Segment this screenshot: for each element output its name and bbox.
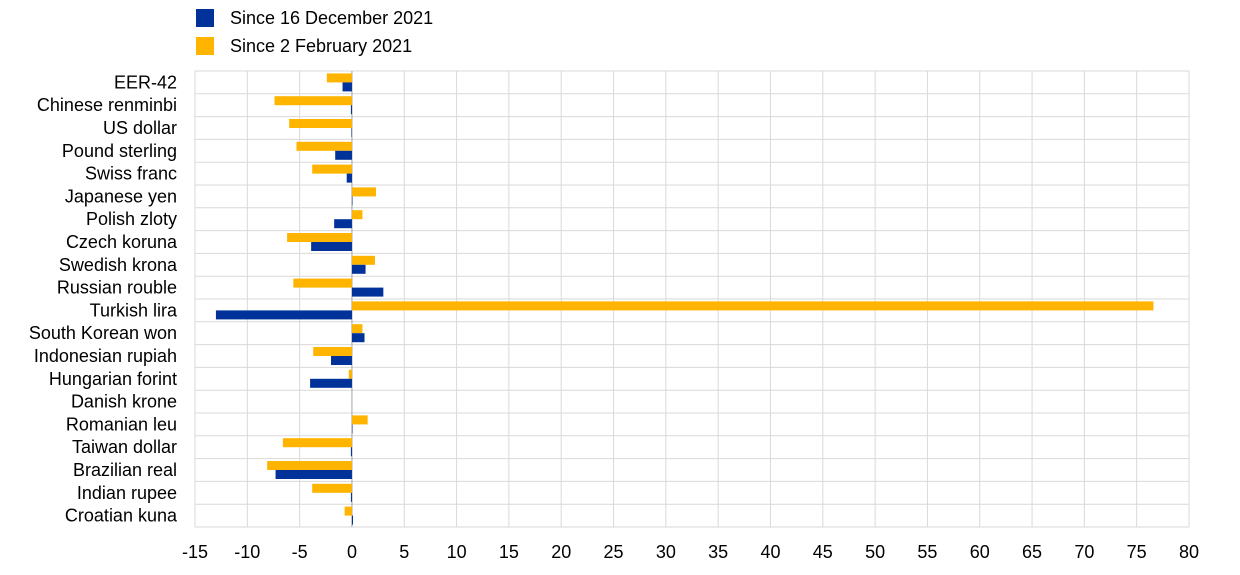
- legend-item-series-1: Since 16 December 2021: [196, 4, 433, 32]
- y-tick-label: Polish zloty: [86, 209, 177, 229]
- y-tick-label: Chinese renminbi: [37, 95, 177, 115]
- bar-since-16-december-2021: [311, 242, 352, 251]
- x-tick-label: 15: [499, 542, 519, 562]
- y-tick-label: Turkish lira: [90, 300, 178, 320]
- x-tick-label: 10: [447, 542, 467, 562]
- bar-since-16-december-2021: [351, 196, 353, 206]
- bar-since-2-february-2021: [326, 73, 352, 83]
- bar-since-16-december-2021: [351, 515, 353, 525]
- bar-since-2-february-2021: [274, 96, 352, 106]
- x-tick-label: 65: [1022, 542, 1042, 562]
- y-tick-label: Swiss franc: [85, 164, 177, 184]
- bar-since-16-december-2021: [351, 287, 384, 297]
- bar-since-16-december-2021: [350, 105, 352, 115]
- bar-since-2-february-2021: [296, 141, 352, 151]
- bar-since-2-february-2021: [344, 506, 352, 516]
- x-tick-label: 40: [760, 542, 780, 562]
- y-tick-label: US dollar: [103, 118, 177, 138]
- x-tick-label: -5: [292, 542, 308, 562]
- y-tick-label: Brazilian real: [73, 460, 177, 480]
- bar-since-2-february-2021: [293, 278, 352, 288]
- legend-label-series-2: Since 2 February 2021: [230, 35, 413, 56]
- y-tick-label: Taiwan dollar: [72, 437, 177, 457]
- bar-since-16-december-2021: [215, 310, 352, 320]
- y-tick-label: Pound sterling: [62, 141, 177, 161]
- x-tick-label: 70: [1074, 542, 1094, 562]
- x-tick-label: 0: [347, 542, 357, 562]
- legend-label-series-1: Since 16 December 2021: [230, 7, 434, 28]
- x-tick-label: 35: [708, 542, 728, 562]
- y-tick-label: South Korean won: [29, 323, 177, 343]
- y-tick-label: Japanese yen: [65, 186, 177, 206]
- bar-since-2-february-2021: [312, 483, 352, 493]
- bar-since-16-december-2021: [351, 128, 352, 137]
- y-tick-label: Swedish krona: [59, 255, 178, 275]
- bar-since-2-february-2021: [351, 210, 363, 220]
- bar-since-2-february-2021: [289, 119, 352, 128]
- bar-since-16-december-2021: [350, 447, 352, 457]
- x-tick-label: -15: [182, 542, 208, 562]
- bar-since-16-december-2021: [342, 82, 352, 92]
- legend: Since 16 December 2021 Since 2 February …: [196, 4, 433, 60]
- x-tick-label: 25: [604, 542, 624, 562]
- x-tick-label: 50: [865, 542, 885, 562]
- y-tick-label: EER-42: [114, 72, 177, 92]
- x-tick-label: -10: [234, 542, 260, 562]
- y-tick-label: Danish krone: [71, 392, 177, 412]
- x-tick-label: 30: [656, 542, 676, 562]
- bar-since-2-february-2021: [312, 164, 352, 174]
- bar-since-2-february-2021: [351, 255, 375, 265]
- y-tick-label: Indonesian rupiah: [34, 346, 177, 366]
- bar-since-16-december-2021: [346, 173, 352, 183]
- y-tick-label: Croatian kuna: [65, 506, 178, 526]
- y-tick-label: Romanian leu: [66, 414, 177, 434]
- bar-since-16-december-2021: [275, 470, 352, 479]
- bar-since-2-february-2021: [351, 187, 377, 197]
- x-tick-label: 5: [399, 542, 409, 562]
- bar-since-16-december-2021: [310, 378, 352, 388]
- legend-swatch-series-1: [196, 9, 214, 27]
- x-tick-label: 80: [1179, 542, 1199, 562]
- x-tick-label: 55: [917, 542, 937, 562]
- bar-since-2-february-2021: [282, 438, 352, 448]
- bar-since-16-december-2021: [350, 492, 352, 502]
- y-tick-label: Hungarian forint: [49, 369, 177, 389]
- y-tick-label: Russian rouble: [57, 278, 177, 298]
- x-tick-label: 75: [1127, 542, 1147, 562]
- bar-since-16-december-2021: [331, 356, 352, 365]
- x-tick-label: 20: [551, 542, 571, 562]
- bar-since-2-february-2021: [351, 301, 1154, 311]
- legend-swatch-series-2: [196, 37, 214, 55]
- bar-since-2-february-2021: [267, 461, 352, 470]
- x-tick-label: 45: [813, 542, 833, 562]
- bar-since-2-february-2021: [351, 415, 368, 425]
- bar-since-2-february-2021: [351, 324, 363, 334]
- y-tick-label: Czech koruna: [66, 232, 178, 252]
- bar-since-16-december-2021: [351, 264, 366, 274]
- bar-since-16-december-2021: [351, 424, 353, 434]
- bar-since-16-december-2021: [351, 333, 365, 343]
- bar-since-16-december-2021: [335, 150, 352, 160]
- bar-since-2-february-2021: [313, 347, 352, 356]
- bar-since-2-february-2021: [348, 369, 352, 379]
- y-tick-label: Indian rupee: [77, 483, 177, 503]
- legend-item-series-2: Since 2 February 2021: [196, 32, 433, 60]
- bar-since-16-december-2021: [334, 219, 352, 229]
- x-tick-label: 60: [970, 542, 990, 562]
- bar-since-2-february-2021: [287, 233, 352, 242]
